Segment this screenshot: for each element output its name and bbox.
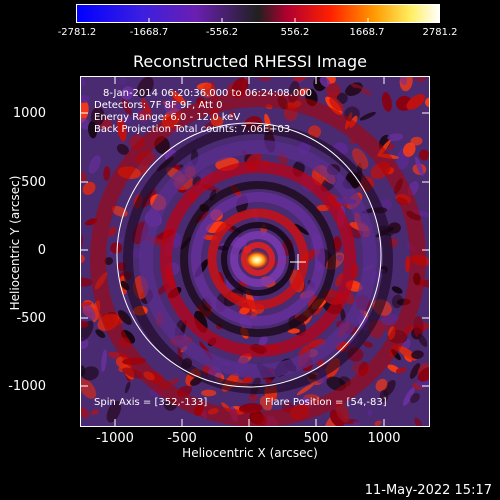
flare-position-label: Flare Position = [54,-83]	[265, 397, 387, 408]
colorbar-tick: 1668.7	[349, 27, 385, 38]
image-title: Reconstructed RHESSI Image	[133, 52, 367, 71]
y-axis-title: Heliocentric Y (arcsec)	[8, 175, 22, 311]
x-tick-label: 0	[244, 431, 254, 446]
y-tick-label: 1000	[12, 106, 46, 121]
x-tick-label: 1000	[367, 431, 401, 446]
timestamp: 11-May-2022 15:17	[364, 483, 492, 498]
x-tick-label: 500	[303, 431, 329, 446]
axis-ticks	[80, 76, 430, 427]
colorbar-tick: -1668.7	[129, 27, 169, 38]
colorbar-tick: 556.2	[280, 27, 310, 38]
info-method-counts: Back Projection Total counts: 7.06E+03	[94, 124, 291, 135]
x-tick-label: -500	[167, 431, 197, 446]
info-time-range: 8-Jan-2014 06:20:36.000 to 06:24:08.000	[103, 88, 312, 99]
colorbar-tick: 2781.2	[422, 27, 458, 38]
colorbar-tick: -2781.2	[57, 27, 97, 38]
info-detectors: Detectors: 7F 8F 9F, Att 0	[94, 100, 223, 111]
flare-source	[244, 250, 270, 270]
y-tick-label: -500	[16, 311, 46, 326]
rhessi-image	[80, 76, 430, 427]
plot-frame	[80, 76, 430, 427]
spin-axis-marker	[290, 254, 306, 270]
x-axis-title: Heliocentric X (arcsec)	[182, 446, 318, 460]
colorbar-tick: -556.2	[205, 27, 239, 38]
y-tick-label: 0	[37, 243, 46, 258]
ring-pattern	[90, 91, 426, 427]
spin-axis-label: Spin Axis = [352,-133]	[94, 397, 208, 408]
colorbar	[76, 4, 440, 23]
y-tick-label: -1000	[8, 379, 46, 394]
y-tick-label: 500	[21, 175, 46, 190]
info-energy-range: Energy Range: 6.0 - 12.0 keV	[94, 112, 241, 123]
solar-limb	[116, 122, 382, 388]
x-tick-label: -1000	[96, 431, 134, 446]
